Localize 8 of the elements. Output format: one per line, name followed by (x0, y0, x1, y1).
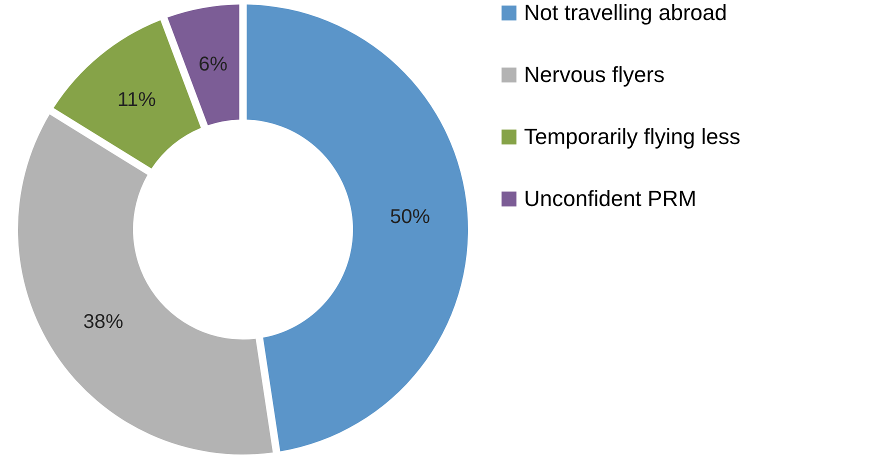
data-label: 6% (198, 54, 228, 76)
legend-label: Not travelling abroad (524, 0, 728, 25)
legend-label: Unconfident PRM (524, 186, 696, 211)
legend-label: Temporarily flying less (524, 124, 740, 149)
legend-label: Nervous flyers (524, 62, 665, 87)
data-label: 11% (117, 89, 156, 112)
data-label: 50% (390, 206, 430, 228)
data-label: 38% (83, 310, 124, 333)
